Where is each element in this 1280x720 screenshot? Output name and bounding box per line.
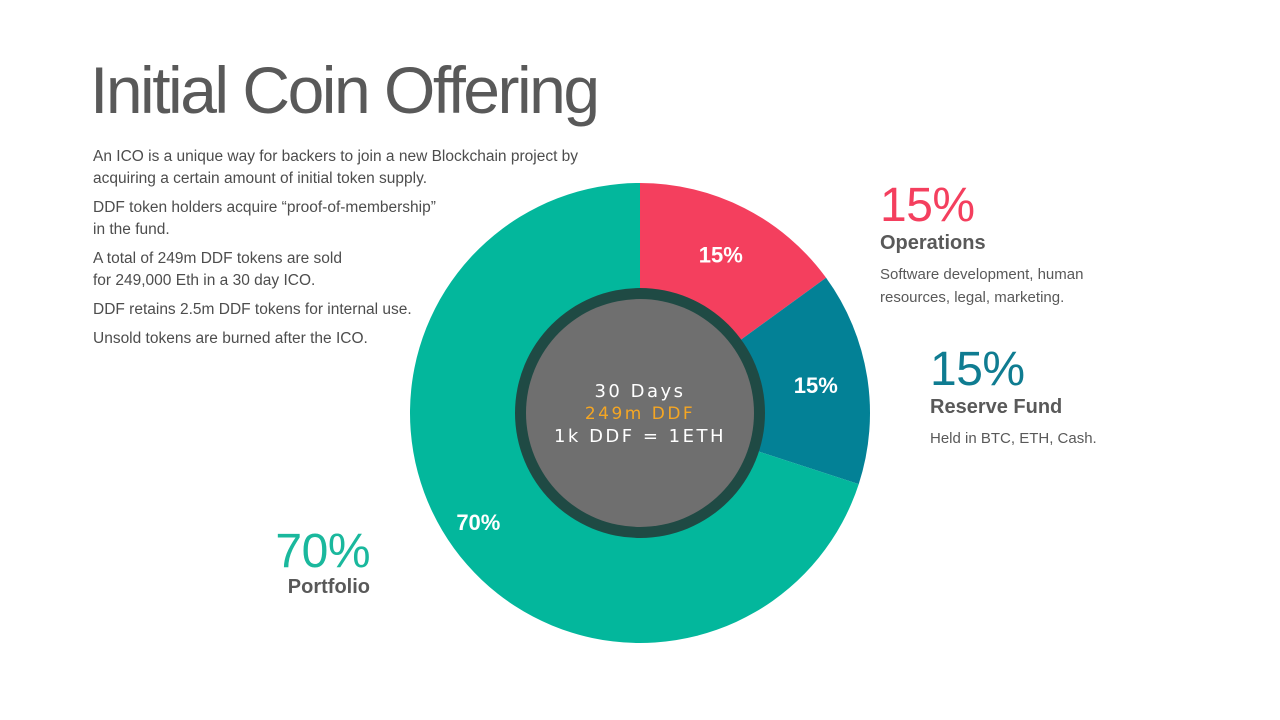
- reserve-fund-description: Held in BTC, ETH, Cash.: [930, 430, 1097, 447]
- slice-labels: 15% 15% 70%: [456, 242, 838, 535]
- reserve-fund-percent: 15%: [930, 343, 1025, 396]
- donut-hole: [526, 299, 754, 527]
- slice-label-reserve-fund: 15%: [794, 373, 838, 398]
- center-supply: 249m DDF: [585, 404, 695, 424]
- portfolio-title: Portfolio: [287, 576, 370, 598]
- portfolio-percent: 70%: [275, 525, 370, 578]
- intro-paragraph: An ICO is a unique way for backers to jo…: [93, 148, 579, 187]
- operations-callout: 15% Operations Software development, hum…: [880, 182, 1083, 309]
- slice-label-portfolio: 70%: [456, 510, 500, 535]
- operations-description: Software development, human resources, l…: [880, 266, 1084, 306]
- intro-paragraph: DDF token holders acquire “proof-of-memb…: [93, 199, 436, 238]
- intro-paragraph: A total of 249m DDF tokens are sold for …: [93, 250, 342, 289]
- reserve-fund-callout: 15% Reserve Fund Held in BTC, ETH, Cash.: [930, 346, 1097, 450]
- intro-text: An ICO is a unique way for backers to jo…: [93, 146, 613, 357]
- center-days: 30 Days: [594, 381, 685, 402]
- intro-paragraph: Unsold tokens are burned after the ICO.: [93, 330, 368, 347]
- operations-title: Operations: [880, 232, 986, 254]
- slice-label-operations: 15%: [699, 242, 743, 267]
- center-rate: 1k DDF = 1ETH: [554, 426, 726, 447]
- portfolio-callout: 70% Portfolio: [273, 528, 370, 599]
- page-title: Initial Coin Offering: [90, 53, 600, 127]
- intro-paragraph: DDF retains 2.5m DDF tokens for internal…: [93, 301, 412, 318]
- reserve-fund-title: Reserve Fund: [930, 396, 1063, 418]
- operations-percent: 15%: [880, 179, 975, 232]
